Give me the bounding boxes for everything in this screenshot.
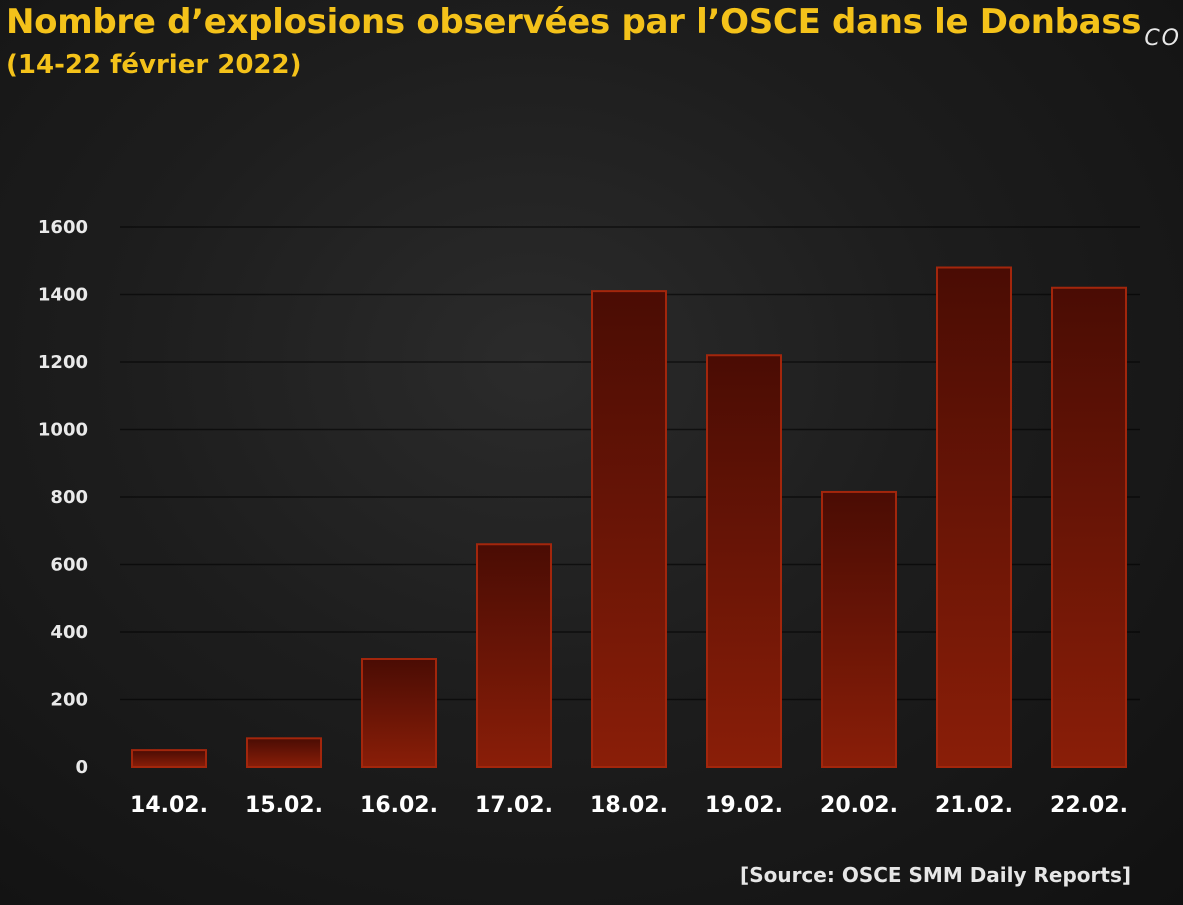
x-tick-label: 14.02.: [130, 793, 208, 818]
y-tick-label: 1000: [38, 420, 88, 441]
y-tick-label: 600: [50, 555, 88, 576]
x-tick-label: 22.02.: [1050, 793, 1128, 818]
x-tick-label: 16.02.: [360, 793, 438, 818]
x-tick-label: 19.02.: [705, 793, 783, 818]
x-tick-label: 17.02.: [475, 793, 553, 818]
x-tick-label: 20.02.: [820, 793, 898, 818]
y-tick-label: 800: [50, 487, 88, 508]
x-axis-ticks: 14.02. 15.02. 16.02. 17.02. 18.02. 19.02. 20.0…: [130, 793, 1128, 818]
bars: [131, 266, 1127, 768]
bar-15-02: [246, 737, 322, 768]
y-tick-label: 1600: [38, 217, 88, 238]
bar-14-02: [131, 749, 207, 768]
y-tick-label: 0: [75, 757, 88, 778]
x-tick-label: 21.02.: [935, 793, 1013, 818]
y-tick-label: 1200: [38, 352, 88, 373]
bar-19-02: [706, 354, 782, 768]
bar-18-02: [591, 290, 667, 768]
chart-subtitle: (14-22 février 2022): [6, 50, 302, 80]
corner-logo-text: CO: [1144, 26, 1181, 51]
y-tick-label: 400: [50, 622, 88, 643]
chart-title: Nombre d’explosions observées par l’OSCE…: [6, 2, 1142, 42]
x-tick-label: 15.02.: [245, 793, 323, 818]
y-tick-label: 1400: [38, 285, 88, 306]
bar-17-02: [476, 543, 552, 768]
bar-21-02: [936, 266, 1012, 768]
bar-16-02: [361, 658, 437, 768]
bar-20-02: [821, 490, 897, 768]
source-note: [Source: OSCE SMM Daily Reports]: [740, 863, 1131, 887]
bar-22-02: [1051, 286, 1127, 768]
x-tick-label: 18.02.: [590, 793, 668, 818]
y-tick-label: 200: [50, 690, 88, 711]
y-axis-ticks: 0 200 400 600 800 1000 1200 1400 1600: [38, 217, 88, 778]
